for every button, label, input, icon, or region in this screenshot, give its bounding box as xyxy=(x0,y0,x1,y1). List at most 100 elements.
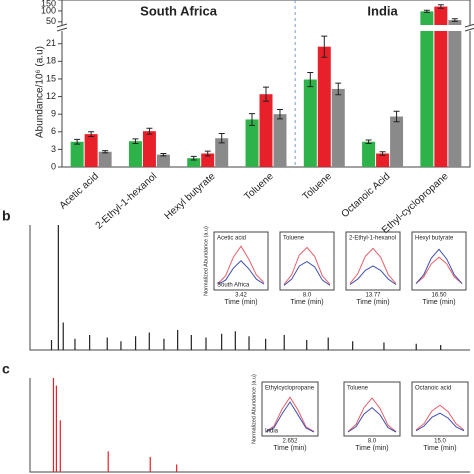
inset-title: Toluene xyxy=(283,236,305,242)
inset-x-tick-label: 2.652 xyxy=(282,439,298,445)
bar xyxy=(201,153,215,167)
bar xyxy=(390,116,404,167)
error-bar xyxy=(307,72,314,88)
error-bar xyxy=(321,35,328,58)
inset-frame xyxy=(411,231,467,291)
inset-frame xyxy=(279,231,335,291)
error-bar xyxy=(146,127,153,135)
error-bar xyxy=(451,18,458,22)
inset-x-tick-label: 3.42 xyxy=(235,293,247,299)
inset-line xyxy=(217,245,265,284)
inset-line xyxy=(283,261,331,286)
bar xyxy=(376,153,390,167)
inset-x-tick-label: 16.50 xyxy=(431,293,447,299)
error-bar xyxy=(335,82,342,96)
y-axis-label: Abundance/10⁶ (a.u) xyxy=(35,46,46,138)
error-bar xyxy=(379,151,386,156)
inset-line xyxy=(265,401,315,433)
bar xyxy=(434,6,448,167)
error-bar xyxy=(132,138,139,145)
bar xyxy=(70,141,84,167)
error-bar xyxy=(276,108,283,120)
inset-note: South Africa xyxy=(217,283,250,289)
y-tick-label: 21 xyxy=(46,38,56,48)
error-bar xyxy=(88,131,95,137)
region-label: India xyxy=(367,3,398,18)
inset-title: Octanoic acid xyxy=(415,386,451,392)
inset-line xyxy=(265,396,315,433)
inset-line xyxy=(347,397,397,432)
inset-line xyxy=(349,265,397,285)
inset-note: India xyxy=(265,429,279,435)
inset-title: 2-Ethyl-1-hexanol xyxy=(349,236,396,242)
inset-x-label: Time (min) xyxy=(423,445,456,452)
axes xyxy=(29,225,470,351)
inset-title: Hexyl butyrate xyxy=(415,236,454,242)
y-tick-label: 150 xyxy=(41,0,56,8)
inset-x-label: Time (min) xyxy=(355,445,388,452)
bar xyxy=(142,131,156,167)
error-bar xyxy=(437,4,444,9)
panel-label: b xyxy=(2,208,11,224)
inset-x-tick-label: 15.0 xyxy=(434,439,446,445)
error-bar xyxy=(190,155,197,161)
bar xyxy=(215,138,229,167)
inset-line xyxy=(415,248,463,284)
error-bar xyxy=(102,150,109,154)
error-bar xyxy=(74,138,81,145)
bar xyxy=(128,141,142,167)
inset-title: Toluene xyxy=(347,386,369,392)
axis-break xyxy=(56,25,474,31)
inset-x-label: Time (min) xyxy=(422,299,455,306)
error-bar xyxy=(393,110,400,123)
error-bar xyxy=(423,9,430,13)
y-tick-label: 50 xyxy=(46,16,56,26)
inset-title: Ethylcyclopropane xyxy=(265,386,315,392)
bar xyxy=(362,141,376,167)
inset-line xyxy=(217,260,265,285)
inset-frame xyxy=(261,381,319,437)
axis-break-mark xyxy=(56,23,474,32)
error-bar xyxy=(263,86,269,102)
inset-x-label: Time (min) xyxy=(290,299,323,306)
bar xyxy=(448,20,462,168)
y-tick-label: 3 xyxy=(51,144,56,154)
inset-line xyxy=(415,412,465,432)
y-tick-label: 100 xyxy=(41,5,56,15)
inset-y-label: Normalized Abundance (a.u) xyxy=(203,226,209,296)
y-tick-label: 9 xyxy=(51,109,56,119)
inset-x-tick-label: 8.0 xyxy=(303,293,312,299)
inset-frame xyxy=(345,231,401,291)
y-tick-label: 6 xyxy=(51,126,56,136)
inset-line xyxy=(415,256,463,284)
y-tick-label: 18 xyxy=(46,56,56,66)
inset-x-label: Time (min) xyxy=(273,445,306,452)
inset-frame xyxy=(213,231,269,291)
error-bar xyxy=(365,139,372,145)
bar xyxy=(156,154,170,167)
error-bar xyxy=(160,153,167,157)
error-bar xyxy=(204,150,211,157)
bar xyxy=(331,88,345,167)
bar xyxy=(187,158,201,167)
y-tick-label: 0 xyxy=(51,161,56,171)
inset-y-label: Normalized Abundance (a.u) xyxy=(251,374,257,444)
inset-line xyxy=(347,406,397,433)
bar xyxy=(273,114,287,167)
inset-title: Acetic acid xyxy=(217,236,246,242)
inset-line xyxy=(415,404,465,431)
inset-x-label: Time (min) xyxy=(356,299,389,306)
inset-x-tick-label: 8.0 xyxy=(368,439,377,445)
bar xyxy=(245,119,259,167)
inset-frame xyxy=(343,381,401,437)
bar xyxy=(259,94,273,167)
bar xyxy=(84,134,98,167)
inset-line xyxy=(349,247,397,284)
error-bar xyxy=(249,113,256,126)
axes xyxy=(29,378,470,473)
bar xyxy=(303,79,317,167)
panel-label: c xyxy=(2,361,10,377)
